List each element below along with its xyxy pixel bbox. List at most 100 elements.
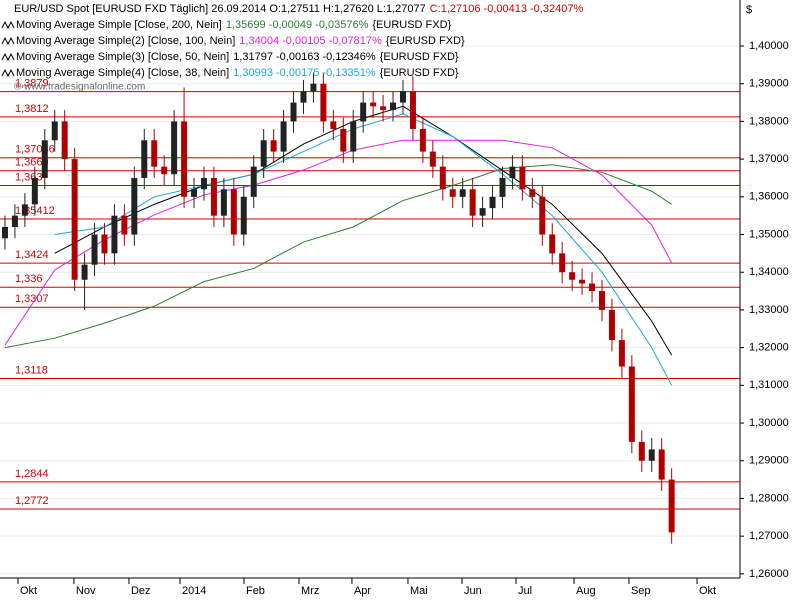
candle-body [200,177,207,190]
candle-body [589,283,596,292]
candle-body [360,102,367,122]
y-tick-label: 1,37000 [749,153,789,165]
candle-body [270,140,277,152]
candle-body [638,441,645,461]
y-tick-label: 1,26000 [749,568,789,580]
x-tick-label: Okt [20,585,37,597]
grid [0,45,740,575]
candle-body [489,196,496,209]
candle-body [648,449,655,461]
levels: 1,38791,38121,370361,36691,3631,354121,3… [0,78,740,510]
candle-body [390,102,397,111]
legend-entry: Moving Average Simple(2) [Close, 100, Ne… [16,35,465,47]
x-tick-label: Aug [576,585,596,597]
candle-body [628,366,635,442]
candle-body [608,309,615,341]
candle-body [409,91,416,129]
chart-title: EUR/USD Spot [EURUSD FXD Täglich] 26.09.… [14,3,583,15]
candle-body [459,189,466,197]
candle-body [220,189,227,216]
legend-entry: Moving Average Simple [Close, 200, Nein]… [16,19,452,31]
candle-body [579,279,586,284]
candle-body [330,121,337,129]
candle-body [191,189,198,197]
candle-body [171,121,178,175]
candle-body [340,128,347,152]
candle-body [598,291,605,310]
y-tick-label: 1,39000 [749,78,789,90]
x-tick-label: Mai [410,585,428,597]
y-tick-label: 1,30000 [749,417,789,429]
legend-entry: Moving Average Simple(3) [Close, 50, Nei… [16,51,459,63]
x-tick-label: Dez [131,585,151,597]
candle-body [41,140,48,178]
x-tick-label: 2014 [182,585,206,597]
legend-name: Moving Average Simple [Close, 200, Nein] [16,19,222,31]
y-tick-label: 1,32000 [749,342,789,354]
y-tick-label: 1,38000 [749,115,789,127]
candle-body [539,196,546,235]
legend-entry: Moving Average Simple(4) [Close, 38, Nei… [16,67,459,79]
legend-value: 1,35699 -0,00049 -0,03576% [226,19,369,31]
candle-body [509,166,516,178]
x-tick-label: Nov [76,585,96,597]
candle-body [320,83,327,122]
y-tick-label: 1,29000 [749,455,789,467]
legend-value: 1,30993 -0,00175 -0,13351% [233,67,376,79]
legend-source: {EURUSD FXD} [372,19,451,31]
legend-source: {EURUSD FXD} [380,51,459,63]
candle-body [91,234,98,265]
level-label: 1,2844 [15,468,49,480]
candle-body [479,208,486,216]
level-label: 1,3879 [15,78,49,90]
level-label: 1,3812 [15,103,49,115]
candle-body [61,121,68,160]
x-tick-label: Apr [354,585,371,597]
candle-body [618,340,625,367]
level-label: 1,3118 [15,364,48,376]
level-label: 1,3307 [15,293,49,305]
x-tick-label: Jul [518,585,532,597]
y-tick-label: 1,40000 [749,40,789,52]
legend-icon [1,52,15,62]
level-label: 1,363 [15,171,43,183]
candle-body [230,189,237,235]
candle-body [280,121,287,152]
legend-icon [1,36,15,46]
level-label: 1,37036 [15,144,55,156]
title-text: EUR/USD Spot [EURUSD FXD Täglich] 26.09.… [14,3,426,15]
candle-body [240,196,247,235]
legend-value: 1,31797 -0,00163 -0,12346% [233,51,376,63]
title-quote: C:1,27106 -0,00413 -0,32407% [430,3,584,15]
candle-body [131,177,138,235]
candle-body [250,166,257,197]
legend-icon [1,20,15,30]
legend-value: 1,34004 -0,00105 -0,07817% [239,35,382,47]
candle-body [668,479,675,533]
candle-body [151,140,158,167]
legend-icon [1,68,15,78]
candle-body [260,140,267,167]
moving-averages [4,105,673,386]
candle-body [11,215,18,227]
moving-average-line [4,164,672,349]
level-label: 1,3669 [15,157,49,169]
y-tick-label: 1,36000 [749,191,789,203]
candle-body [310,83,317,92]
level-label: 1,2772 [15,495,49,507]
candle-body [51,121,58,141]
candle-body [419,128,426,152]
x-tick-label: Jun [464,585,482,597]
candle-body [300,91,307,103]
header: EUR/USD Spot [EURUSD FXD Täglich] 26.09.… [1,3,583,79]
currency-label: $ [746,4,752,16]
candle-body [658,449,665,480]
candle-body [350,121,357,152]
candle-body [569,272,576,280]
candle-body [559,253,566,273]
candles [1,72,675,544]
legend-name: Moving Average Simple(2) [Close, 100, Ne… [16,35,235,47]
legend-source: {EURUSD FXD} [380,67,459,79]
